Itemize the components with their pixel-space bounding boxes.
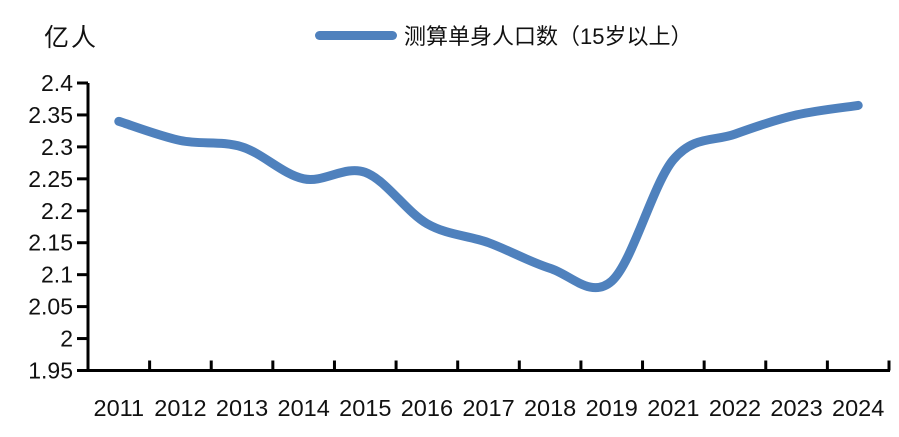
x-tick-label: 2024 xyxy=(832,395,884,421)
x-tick-label: 2021 xyxy=(647,395,699,421)
y-tick-label: 2.3 xyxy=(41,134,73,160)
y-tick-label: 2.05 xyxy=(28,294,73,320)
y-tick-label: 1.95 xyxy=(28,358,73,384)
x-tick-label: 2016 xyxy=(401,395,453,421)
x-tick-label: 2017 xyxy=(462,395,514,421)
legend-line-icon xyxy=(315,30,397,40)
x-tick-label: 2012 xyxy=(154,395,206,421)
y-tick-label: 2.4 xyxy=(41,70,73,96)
x-tick-label: 2015 xyxy=(339,395,391,421)
y-axis-unit-label: 亿人 xyxy=(44,24,99,52)
legend-label: 测算单身人口数（15岁以上） xyxy=(404,24,693,49)
x-tick-label: 2022 xyxy=(709,395,761,421)
legend: 测算单身人口数（15岁以上） xyxy=(315,22,693,49)
y-tick-label: 2.35 xyxy=(28,102,73,128)
x-tick-label: 2023 xyxy=(770,395,822,421)
y-tick-label: 2 xyxy=(60,326,73,352)
x-tick-label: 2013 xyxy=(216,395,268,421)
y-tick-label: 2.1 xyxy=(41,262,73,288)
y-tick-label: 2.15 xyxy=(28,230,73,256)
x-tick-label: 2014 xyxy=(278,395,330,421)
y-tick-label: 2.25 xyxy=(28,166,73,192)
data-series-line xyxy=(114,100,863,293)
x-tick-label: 2018 xyxy=(524,395,576,421)
x-tick-label: 2019 xyxy=(586,395,638,421)
x-tick-label: 2011 xyxy=(94,395,145,421)
y-tick-label: 2.2 xyxy=(41,198,73,224)
